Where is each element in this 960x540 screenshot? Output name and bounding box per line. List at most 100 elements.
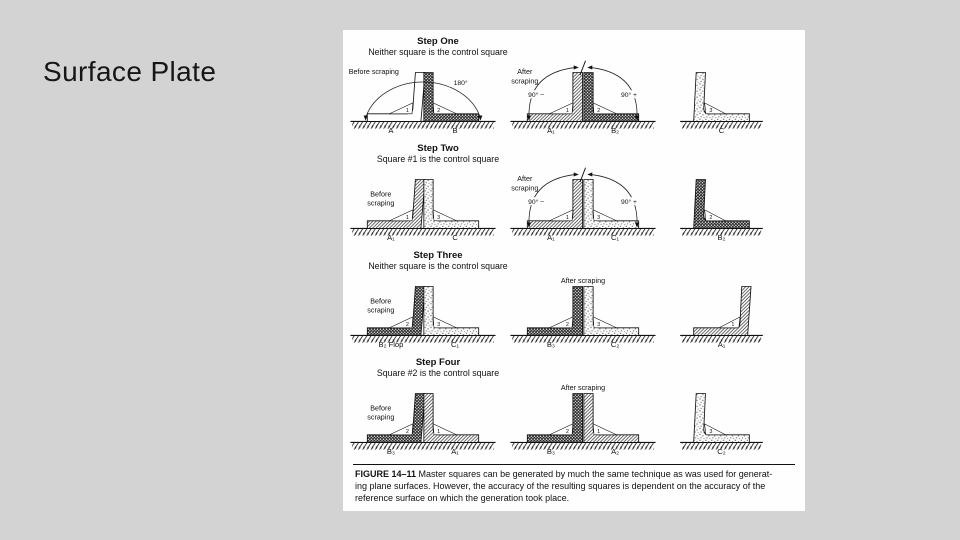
before-scraping-label: Before scraping [349, 68, 399, 76]
arc-label-mask [617, 197, 641, 206]
arc-180 [365, 81, 481, 119]
gusset-triangle [389, 316, 414, 329]
step-subtitle: Neither square is the control square [368, 47, 508, 57]
square-label: A₁ [387, 233, 395, 242]
arc-90-right [589, 174, 638, 226]
arc-label-mask [617, 90, 641, 99]
ground-hatch [512, 335, 654, 343]
after-scraping-label: scraping [511, 184, 538, 192]
arrowhead [634, 115, 640, 121]
square-label: B₃ [547, 340, 555, 349]
square-label: A₁ [718, 340, 726, 349]
arrowhead [587, 65, 593, 70]
arc-label-mask [524, 197, 548, 206]
gusset-number: 3 [597, 215, 600, 221]
step-2-header: Step Two Square #1 is the control square [349, 143, 527, 165]
gusset-triangle [718, 316, 741, 329]
step-title: Step Three [413, 250, 463, 261]
after-scraping-label: scraping [511, 77, 538, 85]
gusset-triangle [592, 423, 617, 436]
gusset-triangle [704, 209, 726, 222]
square-label: B₂ Flop [379, 340, 404, 349]
arc-90-left [528, 67, 577, 119]
arrowhead [526, 222, 532, 228]
step-1-before-diagram: 1 2 A B Before scraping 180° [349, 68, 496, 135]
arc-angle-label: 90° + [621, 198, 637, 206]
step-3-section: Step Three Neither square is the control … [343, 250, 805, 354]
before-scraping-label: Before [370, 404, 391, 412]
figure-number-label: FIGURE 14–11 [355, 469, 417, 479]
gusset-number: 1 [406, 215, 409, 221]
arc-angle-label: 90° − [528, 198, 544, 206]
step-2-before-diagram: 1 3 A₁ C Before scraping [350, 179, 496, 242]
before-scraping-label: Before [370, 297, 391, 305]
gusset-number: 3 [437, 322, 440, 328]
before-scraping-label: scraping [367, 200, 394, 208]
gusset-triangle [389, 102, 414, 115]
square-label: B₂ [718, 233, 726, 242]
step-1-header: Step One Neither square is the control sq… [349, 36, 527, 58]
before-scraping-label: scraping [367, 414, 394, 422]
step-4-result-diagram: 3 C₂ [680, 393, 763, 456]
gusset-number: 3 [437, 215, 440, 221]
figure-panel: Step One Neither square is the control sq… [343, 30, 805, 511]
ground-hatch [512, 228, 654, 236]
step-3-before-diagram: 2 3 B₂ Flop C₁ Before scraping [350, 286, 496, 349]
step-title: Step Four [415, 357, 461, 368]
gusset-number: 3 [597, 322, 600, 328]
gusset-triangle [432, 102, 457, 115]
gusset-triangle [704, 423, 726, 436]
square-label: C₁ [611, 233, 619, 242]
step-3-result-diagram: 1 A₁ [680, 286, 763, 349]
square-label: C₁ [451, 340, 459, 349]
square-label: B₃ [547, 447, 555, 456]
gusset-number: 2 [406, 322, 409, 328]
gusset-number: 2 [566, 429, 569, 435]
caption-line-1-text: Master squares can be generated by much … [418, 469, 773, 479]
step-4-section: Step Four Square #2 is the control square… [343, 357, 805, 461]
gusset-triangle [549, 316, 574, 329]
step-2-result-diagram: 2 B₂ [680, 179, 763, 242]
caption-divider [353, 464, 795, 465]
square-label: A₂ [611, 447, 619, 456]
caption-line-1: FIGURE 14–11 Master squares can be gener… [355, 469, 793, 481]
slide-title: Surface Plate [43, 56, 217, 87]
before-scraping-label: scraping [367, 307, 394, 315]
arrowhead [634, 222, 640, 228]
arc-90-right [589, 67, 638, 119]
gusset-number: 2 [709, 215, 712, 221]
step-subtitle: Neither square is the control square [368, 261, 508, 271]
gusset-triangle [432, 209, 457, 222]
step-3-header: Step Three Neither square is the control … [349, 250, 527, 272]
figure-diagram-area: Step One Neither square is the control sq… [343, 36, 805, 461]
step-subtitle: Square #2 is the control square [376, 368, 500, 378]
gusset-triangle [592, 316, 617, 329]
ground-hatch [681, 228, 762, 236]
gusset-triangle [432, 316, 457, 329]
gusset-number: 1 [437, 429, 440, 435]
square-label: C₂ [611, 340, 619, 349]
square-label: B [453, 126, 458, 135]
ground-hatch [512, 121, 654, 129]
gusset-number: 1 [731, 322, 734, 328]
step-3-diagram-row: 2 3 B₂ Flop C₁ Before scraping 2 3 B₃ C₂ After scr… [347, 273, 805, 354]
gusset-triangle [704, 102, 726, 115]
arc-90-left [528, 174, 577, 226]
ground-hatch [512, 442, 654, 450]
ground-hatch [352, 228, 494, 236]
square-label: B₂ [611, 126, 619, 135]
gusset-number: 2 [597, 108, 600, 114]
step-subtitle: Square #1 is the control square [376, 154, 500, 164]
arc-label-mask [524, 90, 548, 99]
step-2-section: Step Two Square #1 is the control square 1… [343, 143, 805, 247]
square-label: A₁ [547, 126, 555, 135]
figure-caption-text: FIGURE 14–11 Master squares can be gener… [343, 465, 805, 504]
square-label: B₃ [387, 447, 395, 456]
arrowhead [587, 172, 593, 177]
arc-label-mask [449, 78, 472, 87]
gusset-number: 2 [437, 108, 440, 114]
after-scraping-label: After scraping [561, 384, 605, 392]
step-4-before-diagram: 2 1 B₃ A₁ Before scraping [350, 393, 496, 456]
step-1-diagram-row: 1 2 A B Before scraping 180° 1 2 A₁ B₂ After scrapi… [347, 59, 805, 140]
